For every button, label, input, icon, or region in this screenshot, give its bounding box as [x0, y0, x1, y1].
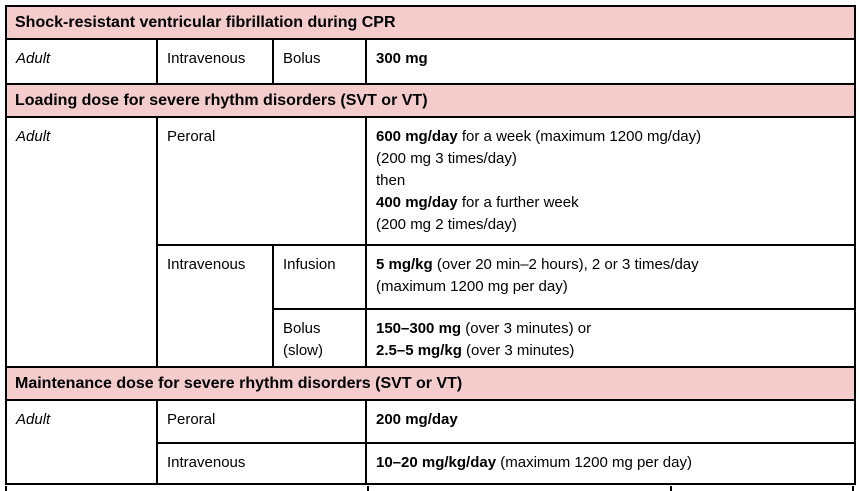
dose-line: 300 mg	[376, 50, 428, 67]
section-header-row: Loading dose for severe rhythm disorders…	[4, 83, 857, 118]
cutoff-row-border-stub	[852, 486, 854, 491]
dose-line: then	[376, 172, 406, 189]
route-cell: Peroral	[156, 116, 367, 246]
table-row: Adult Peroral 200 mg/day	[5, 399, 857, 485]
dose-cell: 10–20 mg/kg/day (maximum 1200 mg per day…	[364, 442, 857, 485]
dose-line: 2.5–5 mg/kg (over 3 minutes)	[376, 342, 575, 359]
route-cell: Intravenous	[156, 244, 274, 368]
dose-line: 400 mg/day for a further week	[376, 194, 579, 211]
table-row: Intravenous 10–20 mg/kg/day (maximum 120…	[6, 442, 857, 485]
method-cell: Infusion	[272, 244, 367, 310]
dose-line: 600 mg/day for a week (maximum 1200 mg/d…	[376, 128, 702, 145]
dose-line: 10–20 mg/kg/day (maximum 1200 mg per day…	[376, 454, 692, 471]
dose-cell: 150–300 mg (over 3 minutes) or 2.5–5 mg/…	[364, 308, 857, 368]
dose-line: 150–300 mg (over 3 minutes) or	[376, 320, 592, 337]
table-row: Adult Peroral 600 mg/day for a week (max…	[5, 116, 857, 368]
dose-cell: 5 mg/kg (over 20 min–2 hours), 2 or 3 ti…	[364, 244, 857, 310]
section-header: Shock-resistant ventricular fibrillation…	[4, 5, 857, 40]
dose-cell: 600 mg/day for a week (maximum 1200 mg/d…	[364, 116, 857, 246]
cutoff-row-border-stub	[367, 486, 369, 491]
population-cell: Adult	[5, 38, 158, 85]
section-header: Maintenance dose for severe rhythm disor…	[4, 366, 857, 401]
dose-cell: 200 mg/day	[364, 399, 857, 444]
table-row: Intravenous Infusion 5 mg/kg (over 20 mi…	[6, 244, 857, 368]
table-row: Adult Intravenous Bolus 300 mg	[5, 38, 857, 85]
dose-line: 200 mg/day	[376, 411, 458, 428]
dose-line: (200 mg 3 times/day)	[376, 150, 517, 167]
dosage-table: Shock-resistant ventricular fibrillation…	[4, 5, 857, 485]
method-cell: Bolus	[272, 38, 367, 85]
section-header-row: Maintenance dose for severe rhythm disor…	[4, 366, 857, 401]
dose-line: (200 mg 2 times/day)	[376, 216, 517, 233]
cutoff-row-border-stub	[670, 486, 672, 491]
dose-cell: 300 mg	[364, 38, 857, 85]
method-cell: Bolus (slow)	[272, 308, 367, 368]
section-header-row: Shock-resistant ventricular fibrillation…	[4, 5, 857, 40]
route-cell: Intravenous	[156, 38, 274, 85]
route-cell: Peroral	[156, 399, 367, 444]
table-row: Bolus (slow) 150–300 mg (over 3 minutes)…	[6, 308, 857, 368]
population-cell: Adult	[5, 116, 158, 368]
population-cell: Adult	[5, 399, 158, 485]
section-header: Loading dose for severe rhythm disorders…	[4, 83, 857, 118]
dose-line: 5 mg/kg (over 20 min–2 hours), 2 or 3 ti…	[376, 256, 699, 273]
route-cell: Intravenous	[156, 442, 367, 485]
dose-line: (maximum 1200 mg per day)	[376, 278, 568, 295]
cutoff-row-border-stub	[5, 486, 7, 491]
